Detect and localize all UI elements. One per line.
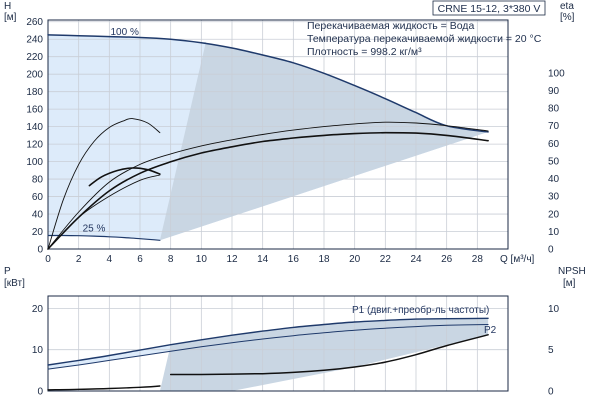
y-right-tick-label: 10 <box>548 227 560 238</box>
y-right-tick-label: 50 <box>548 156 560 167</box>
series-line-P1 <box>47 317 489 366</box>
y-right-tick-label: 90 <box>548 86 560 97</box>
x-tick-label: 10 <box>196 254 208 265</box>
y-left-tick-label: 20 <box>32 304 44 315</box>
x-tick-label: 12 <box>226 254 238 265</box>
y-right-axis-unit: [%] <box>560 12 575 23</box>
curve-label: 25 % <box>83 224 106 235</box>
y-left-tick-label: 10 <box>32 345 44 356</box>
y-left-tick-label: 20 <box>32 227 44 238</box>
x-tick-label: 18 <box>318 254 330 265</box>
y-right-tick-label: 5 <box>548 345 554 356</box>
chart-title: CRNE 15-12, 3*380 V <box>438 3 541 15</box>
series-lines <box>47 34 489 250</box>
series-line-eta_upper_thin <box>47 118 161 250</box>
y-left-tick-label: 180 <box>26 87 43 98</box>
npsh-axis-unit: [м] <box>563 278 576 289</box>
info-line: Температура перекачиваемой жидкости = 20… <box>307 33 542 45</box>
p-axis-unit: [кВт] <box>4 278 25 289</box>
x-tick-label: 14 <box>257 254 269 265</box>
y-left-tick-label: 100 <box>26 157 43 168</box>
chart-title-box: CRNE 15-12, 3*380 V <box>432 0 546 16</box>
y-left-tick-label: 140 <box>26 122 43 133</box>
y-right-tick-label: 80 <box>548 104 560 115</box>
x-tick-label: 6 <box>137 254 143 265</box>
series-line-P_25 <box>47 385 161 391</box>
y-left-tick-label: 260 <box>26 17 43 28</box>
y-right-tick-label: 0 <box>548 387 554 398</box>
y-left-tick-label: 200 <box>26 70 43 81</box>
power-series-lines <box>47 317 489 391</box>
y-left-tick-label: 120 <box>26 140 43 151</box>
operating-regions <box>48 34 489 241</box>
y-left-tick-label: 60 <box>32 192 44 203</box>
p-axis-title: P <box>4 266 11 277</box>
x-tick-label: 26 <box>441 254 453 265</box>
series-line-NPSH <box>169 334 489 376</box>
y-right-tick-label: 60 <box>548 139 560 150</box>
y-right-tick-label: 70 <box>548 121 560 132</box>
series-label-P2: P2 <box>484 325 497 336</box>
y-right-axis-title: eta <box>560 1 574 12</box>
y-left-tick-label: 240 <box>26 35 43 46</box>
y-right-tick-label: 10 <box>548 304 560 315</box>
x-tick-label: 4 <box>107 254 113 265</box>
y-left-tick-label: 80 <box>32 175 44 186</box>
y-right-tick-label: 30 <box>548 192 560 203</box>
x-tick-label: 20 <box>349 254 361 265</box>
y-right-tick-label: 20 <box>548 209 560 220</box>
x-tick-label: 16 <box>288 254 300 265</box>
power-panel: 0 10 20 0 5 10 P[кВт] NPSH[м] P1 (двиг.+преобр-л… <box>4 266 586 398</box>
y-left-tick-label: 40 <box>32 210 44 221</box>
info-line: Плотность = 998.2 кг/м³ <box>307 46 422 58</box>
y-left-tick-label: 220 <box>26 52 43 63</box>
plot-frame <box>47 295 509 392</box>
series-line-eta_100 <box>47 131 489 250</box>
x-axis-title: Q [м³/ч] <box>500 254 535 265</box>
npsh-axis-title: NPSH <box>558 266 586 277</box>
series-line-eta_thin_a <box>47 121 489 250</box>
series-line-P2 <box>47 324 489 370</box>
series-line-eta_thin_b <box>47 174 161 250</box>
x-tick-label: 24 <box>410 254 422 265</box>
curve-label: 100 % <box>110 27 138 38</box>
y-right-tick-label: 0 <box>548 245 554 256</box>
series-line-H_100 <box>47 34 489 133</box>
x-tick-label: 28 <box>472 254 484 265</box>
y-left-axis-unit: [м] <box>4 12 17 23</box>
y-left-axis-title: H <box>4 1 11 12</box>
plot-frame <box>47 19 509 250</box>
y-left-tick-label: 160 <box>26 105 43 116</box>
x-tick-label: 22 <box>380 254 392 265</box>
y-right-tick-label: 40 <box>548 174 560 185</box>
head-panel: 0204060801001201401601802002202402600102… <box>4 0 575 265</box>
x-tick-label: 2 <box>76 254 82 265</box>
series-label-P1: P1 (двиг.+преобр-ль частоты) <box>352 304 489 316</box>
y-right-tick-label: 100 <box>548 68 565 79</box>
series-line-H_25 <box>47 234 161 241</box>
x-tick-label: 8 <box>168 254 174 265</box>
y-left-tick-label: 0 <box>37 387 43 398</box>
info-line: Перекачиваемая жидкость = Вода <box>307 20 474 32</box>
x-tick-label: 0 <box>45 254 51 265</box>
y-left-tick-label: 0 <box>37 245 43 256</box>
title-frame <box>432 0 546 16</box>
series-line-eta_bold_part <box>88 167 161 187</box>
